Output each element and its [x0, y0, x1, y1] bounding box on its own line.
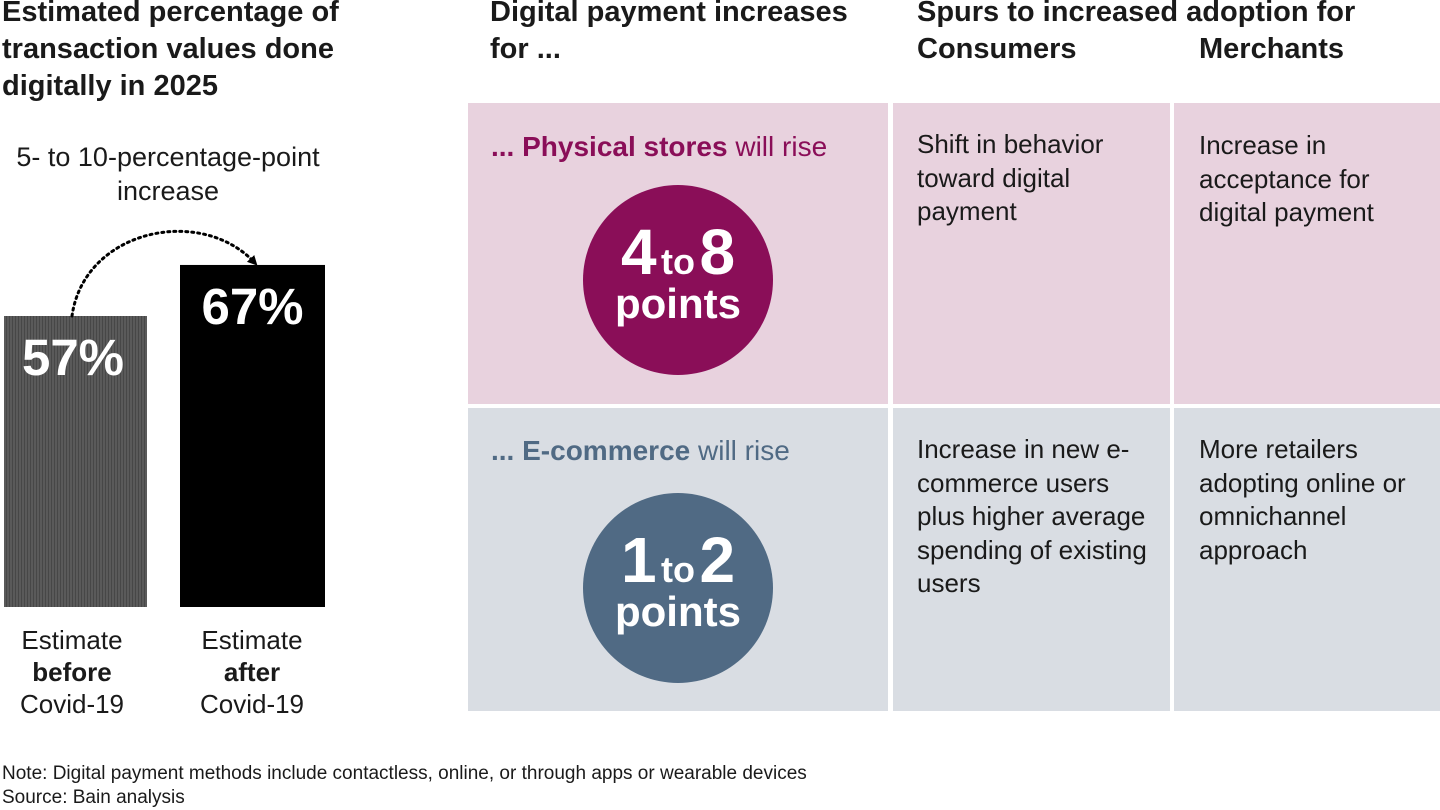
bar-chart	[4, 229, 325, 607]
physical-stores-cell: ... Physical stores will rise 4 to 8 poi…	[468, 103, 888, 404]
physical-stores-consumers-cell: Shift in behavior toward digital payment	[893, 103, 1170, 404]
ecommerce-label: ... E-commerce will rise	[491, 435, 790, 466]
physical-stores-label: ... Physical stores will rise	[491, 131, 828, 162]
column-header-merchants: Merchants	[1199, 33, 1345, 65]
ecommerce-merchants-text: More retailers adopting online or omnich…	[1199, 434, 1406, 565]
source-note: Source: Bain analysis	[2, 787, 185, 808]
chart-title: Estimated percentage of transaction valu…	[2, 0, 339, 102]
bar-after	[180, 264, 325, 607]
increase-annotation: 5- to 10-percentage-point increase	[16, 142, 320, 206]
physical-stores-merchants-text: Increase in acceptance for digital payme…	[1199, 130, 1374, 227]
physical-stores-merchants-cell: Increase in acceptance for digital payme…	[1174, 103, 1440, 404]
footnote: Note: Digital payment methods include co…	[2, 763, 807, 784]
ecommerce-consumers-text: Increase in new e-commerce users plus hi…	[917, 434, 1147, 598]
bar-value-label-after: 67%	[201, 278, 304, 335]
spurs-title: Spurs to increased adoption for	[917, 0, 1356, 28]
grid-title: Digital payment increases for ...	[490, 0, 848, 65]
bar-value-label-before: 57%	[21, 329, 125, 386]
increase-arrow	[70, 229, 258, 318]
category-label-before: Estimate before Covid-19	[19, 625, 125, 719]
ecommerce-merchants-cell: More retailers adopting online or omnich…	[1174, 408, 1440, 711]
ecommerce-cell: ... E-commerce will rise 1 to 2 points	[468, 408, 888, 711]
column-header-consumers: Consumers	[917, 33, 1077, 65]
physical-stores-consumers-text: Shift in behavior toward digital payment	[917, 129, 1104, 226]
physical-stores-points-circle: 4 to 8 points	[583, 185, 773, 375]
category-label-after: Estimate after Covid-19	[199, 625, 305, 719]
ecommerce-consumers-cell: Increase in new e-commerce users plus hi…	[893, 408, 1170, 711]
bar-before	[4, 316, 147, 607]
ecommerce-points-circle: 1 to 2 points	[583, 493, 773, 683]
